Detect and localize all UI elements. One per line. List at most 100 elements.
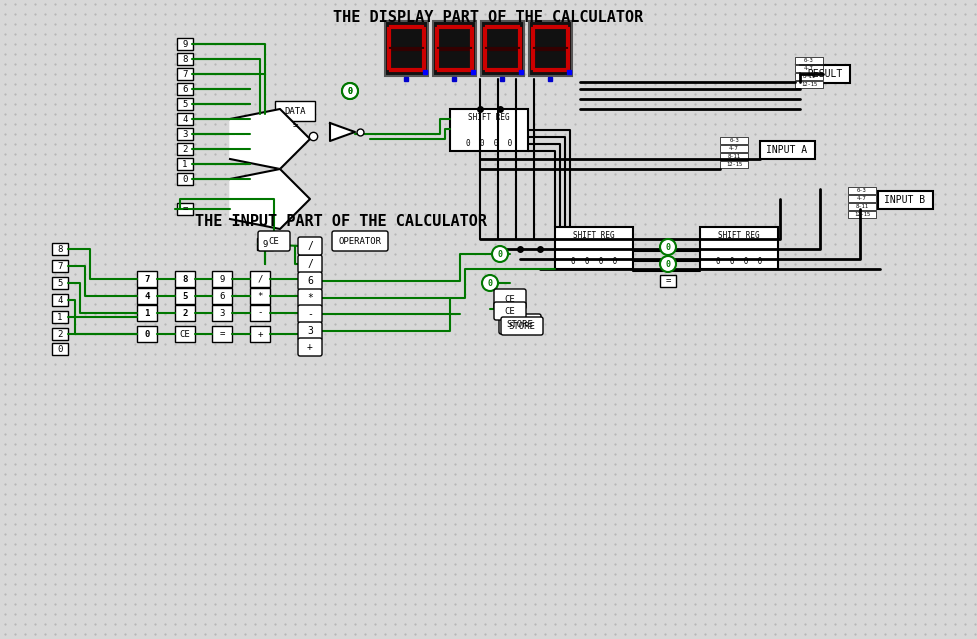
Text: /: / xyxy=(307,259,313,269)
Bar xyxy=(137,326,157,342)
Text: =: = xyxy=(292,121,298,130)
Text: 2: 2 xyxy=(183,309,188,318)
Text: 4-7: 4-7 xyxy=(804,66,814,71)
FancyBboxPatch shape xyxy=(258,231,290,251)
Bar xyxy=(555,227,633,269)
Bar xyxy=(175,288,195,304)
Bar xyxy=(52,343,68,355)
Text: CE: CE xyxy=(180,330,191,339)
Text: 3: 3 xyxy=(307,326,313,336)
Bar xyxy=(481,21,524,76)
Bar xyxy=(660,275,676,287)
Text: 8-11: 8-11 xyxy=(856,204,869,209)
Text: 4: 4 xyxy=(145,291,149,300)
Text: +: + xyxy=(307,342,313,352)
Text: 0  0  0  0: 0 0 0 0 xyxy=(466,139,512,148)
Text: =: = xyxy=(183,204,188,213)
Text: 6: 6 xyxy=(307,276,313,286)
Text: 9: 9 xyxy=(183,40,188,49)
Text: OPERATOR: OPERATOR xyxy=(338,236,381,245)
FancyBboxPatch shape xyxy=(501,317,543,335)
FancyBboxPatch shape xyxy=(298,305,322,323)
Text: *: * xyxy=(257,291,263,300)
Circle shape xyxy=(342,83,358,99)
Text: 5: 5 xyxy=(183,100,188,109)
Bar xyxy=(795,57,823,64)
Text: 8-11: 8-11 xyxy=(802,74,816,79)
Text: INPUT B: INPUT B xyxy=(884,195,925,205)
Text: 6: 6 xyxy=(183,84,188,93)
Text: 4-7: 4-7 xyxy=(857,196,867,201)
Bar xyxy=(52,328,68,340)
Bar xyxy=(177,38,193,50)
FancyBboxPatch shape xyxy=(494,289,526,309)
Text: =: = xyxy=(219,330,225,339)
Text: -: - xyxy=(257,309,263,318)
Text: 1: 1 xyxy=(58,312,63,321)
Text: INPUT A: INPUT A xyxy=(766,145,808,155)
Bar xyxy=(52,294,68,306)
Text: 0-3: 0-3 xyxy=(857,188,867,193)
Text: 0: 0 xyxy=(665,259,670,268)
Text: 12-15: 12-15 xyxy=(726,162,743,167)
Text: 2: 2 xyxy=(58,330,63,339)
Text: 7: 7 xyxy=(145,275,149,284)
Text: 12-15: 12-15 xyxy=(854,212,871,217)
Text: SHIFT REG: SHIFT REG xyxy=(573,231,615,240)
Text: 4: 4 xyxy=(183,114,188,123)
Bar xyxy=(177,53,193,65)
Bar xyxy=(700,227,778,269)
Bar xyxy=(212,305,232,321)
Text: 5: 5 xyxy=(58,279,63,288)
Bar xyxy=(529,21,572,76)
Circle shape xyxy=(342,83,358,99)
Text: DATA: DATA xyxy=(284,107,306,116)
Text: 12-15: 12-15 xyxy=(801,82,817,87)
FancyBboxPatch shape xyxy=(499,314,541,334)
Text: 8-11: 8-11 xyxy=(728,154,741,159)
Bar xyxy=(175,305,195,321)
Bar xyxy=(720,153,748,160)
Text: 2: 2 xyxy=(183,144,188,153)
Polygon shape xyxy=(330,123,355,141)
FancyBboxPatch shape xyxy=(298,338,322,356)
Text: 0-3: 0-3 xyxy=(729,138,739,143)
Text: THE DISPLAY PART OF THE CALCULATOR: THE DISPLAY PART OF THE CALCULATOR xyxy=(333,10,643,24)
Text: +: + xyxy=(257,330,263,339)
Text: 0: 0 xyxy=(497,249,502,259)
Text: 9: 9 xyxy=(262,240,268,249)
Text: 9: 9 xyxy=(219,275,225,284)
Text: STORE: STORE xyxy=(506,320,533,328)
Bar xyxy=(848,211,876,218)
Text: 5: 5 xyxy=(183,291,188,300)
Text: /: / xyxy=(257,275,263,284)
Text: 0-3: 0-3 xyxy=(804,58,814,63)
Bar xyxy=(137,288,157,304)
Bar xyxy=(177,68,193,80)
Text: CE: CE xyxy=(505,295,516,304)
Bar xyxy=(795,73,823,80)
Bar xyxy=(848,195,876,202)
Bar xyxy=(177,113,193,125)
Text: 0: 0 xyxy=(665,242,670,252)
Bar xyxy=(760,141,815,159)
Bar xyxy=(433,21,476,76)
Bar xyxy=(275,101,315,121)
Bar xyxy=(800,65,850,83)
Text: 8: 8 xyxy=(183,275,188,284)
Bar xyxy=(137,305,157,321)
Text: 0: 0 xyxy=(183,174,188,183)
Text: 0: 0 xyxy=(348,86,353,95)
Circle shape xyxy=(660,256,676,272)
Text: 3: 3 xyxy=(219,309,225,318)
Text: 0: 0 xyxy=(58,344,63,353)
Text: 1: 1 xyxy=(183,160,188,169)
Text: 4: 4 xyxy=(58,295,63,305)
Bar xyxy=(878,191,933,209)
Text: 8: 8 xyxy=(58,245,63,254)
FancyBboxPatch shape xyxy=(298,237,322,255)
FancyBboxPatch shape xyxy=(494,302,526,320)
Bar xyxy=(52,311,68,323)
Bar xyxy=(52,243,68,255)
Bar xyxy=(848,187,876,194)
